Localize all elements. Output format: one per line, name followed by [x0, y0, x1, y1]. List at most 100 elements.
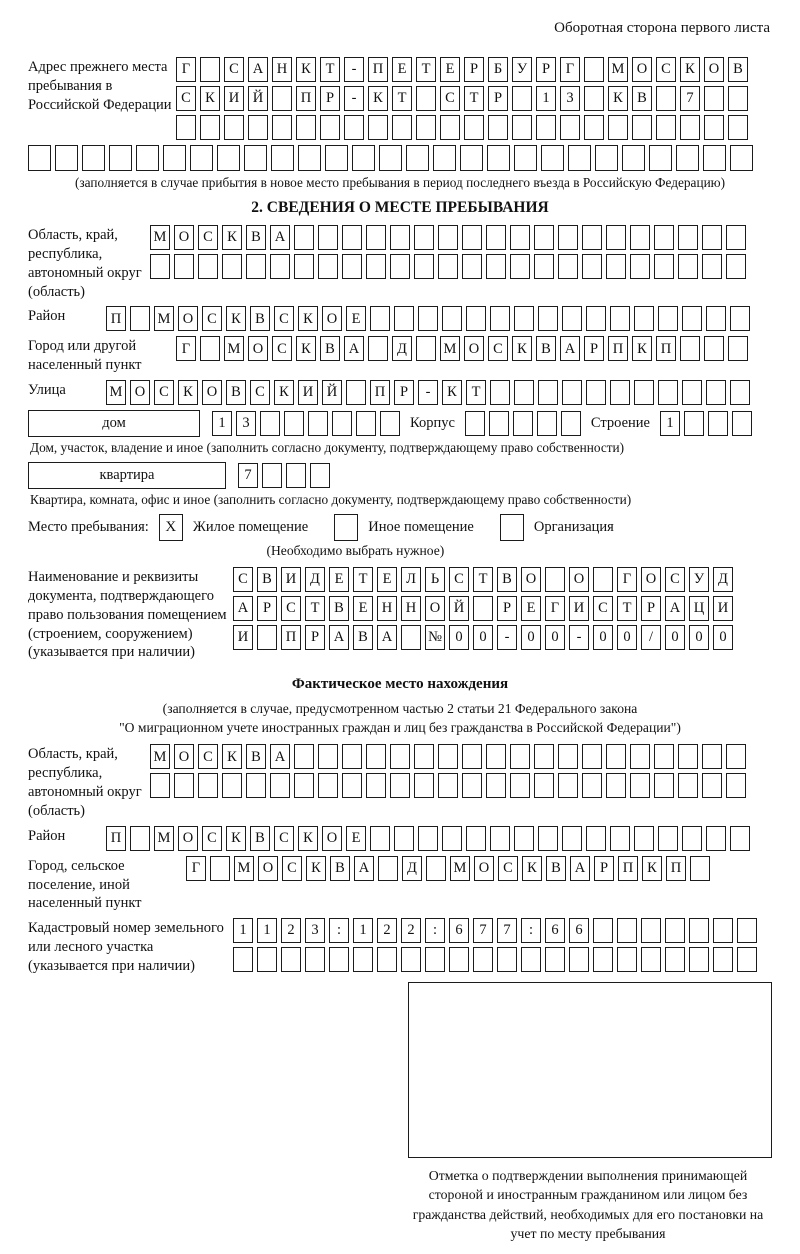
char-box: К: [442, 380, 462, 406]
char-box: [366, 225, 386, 250]
char-box: В: [257, 567, 277, 593]
char-box: [680, 336, 700, 362]
apartment-caption: Квартира, комната, офис и иное (заполнит…: [30, 492, 632, 508]
char-box: П: [106, 825, 126, 851]
char-box: [726, 773, 746, 799]
char-box: Р: [305, 625, 325, 651]
char-box: Г: [176, 336, 196, 362]
char-box: [244, 145, 267, 171]
char-box: [136, 145, 159, 171]
char-box: В: [353, 625, 373, 651]
char-box: 3: [305, 918, 325, 944]
char-box: Е: [346, 825, 366, 851]
region-label: Область, край, республика, автономный ок…: [28, 227, 142, 300]
char-box: Т: [392, 86, 412, 111]
char-box: С: [282, 855, 302, 881]
char-box: -: [569, 625, 589, 651]
char-box: С: [233, 567, 253, 593]
char-box: [512, 115, 532, 140]
char-box: [325, 145, 348, 171]
char-box: С: [498, 855, 518, 881]
char-box: В: [497, 567, 517, 593]
char-box: [558, 744, 578, 770]
char-box: В: [226, 380, 246, 406]
char-box: [534, 744, 554, 770]
char-box: Ц: [689, 596, 709, 622]
char-box: Г: [176, 57, 196, 82]
char-box: [582, 773, 602, 799]
char-box: [270, 254, 290, 279]
char-box: О: [474, 855, 494, 881]
char-box: [246, 773, 266, 799]
char-box: [310, 463, 330, 489]
char-box: [707, 411, 728, 437]
char-box: [610, 306, 630, 332]
char-box: [222, 254, 242, 279]
char-box: [726, 744, 746, 770]
char-box: [658, 306, 678, 332]
char-box: [163, 145, 186, 171]
char-box: [368, 336, 388, 362]
char-box: Д: [713, 567, 733, 593]
char-box: [332, 411, 352, 437]
char-box: [586, 306, 606, 332]
char-box: И: [233, 625, 253, 651]
char-box: [726, 225, 746, 250]
char-box: [582, 254, 602, 279]
char-box: [560, 115, 580, 140]
char-box: С: [154, 380, 174, 406]
house-type-box: дом: [28, 410, 200, 438]
char-box: [200, 115, 220, 140]
char-box: 7: [497, 918, 517, 944]
char-box: 1: [659, 411, 680, 437]
char-box: Е: [392, 57, 412, 82]
char-box: [538, 380, 558, 406]
char-box: [656, 115, 676, 140]
char-box: [641, 947, 661, 973]
char-box: [198, 254, 218, 279]
char-box: [356, 411, 376, 437]
char-box: [462, 254, 482, 279]
char-box: [728, 86, 748, 111]
char-box: [649, 145, 672, 171]
char-box: [486, 744, 506, 770]
char-box: Г: [560, 57, 580, 82]
char-box: [352, 145, 375, 171]
char-box: [682, 825, 702, 851]
char-box: [370, 825, 390, 851]
stamp-caption: Отметка о подтверждении выполнения прини…: [412, 1167, 764, 1242]
char-box: [368, 115, 388, 140]
char-box: [377, 947, 397, 973]
char-box: [634, 306, 654, 332]
char-box: [248, 115, 268, 140]
char-box: [462, 773, 482, 799]
char-box: Р: [584, 336, 604, 362]
char-box: [200, 336, 220, 362]
char-box: П: [656, 336, 676, 362]
char-box: Г: [545, 596, 565, 622]
char-box: Р: [536, 57, 556, 82]
char-box: 0: [713, 625, 733, 651]
char-box: [425, 947, 445, 973]
char-box: В: [546, 855, 566, 881]
char-row-korpus: [464, 411, 581, 437]
char-box: [593, 918, 613, 944]
char-box: Ь: [425, 567, 445, 593]
char-box: [634, 825, 654, 851]
char-box: [730, 306, 750, 332]
char-box: У: [512, 57, 532, 82]
char-box: [582, 225, 602, 250]
char-box: [606, 225, 626, 250]
char-box: [200, 57, 220, 82]
char-box: [438, 254, 458, 279]
char-box: [416, 86, 436, 111]
char-box: [703, 145, 726, 171]
char-box: П: [666, 855, 686, 881]
char-box: [473, 596, 493, 622]
char-box: Р: [394, 380, 414, 406]
actual-region-block: Область, край, республика, автономный ок…: [28, 744, 772, 820]
char-box: [109, 145, 132, 171]
char-box: [286, 463, 306, 489]
stay-type-label: Место пребывания:: [28, 519, 149, 536]
